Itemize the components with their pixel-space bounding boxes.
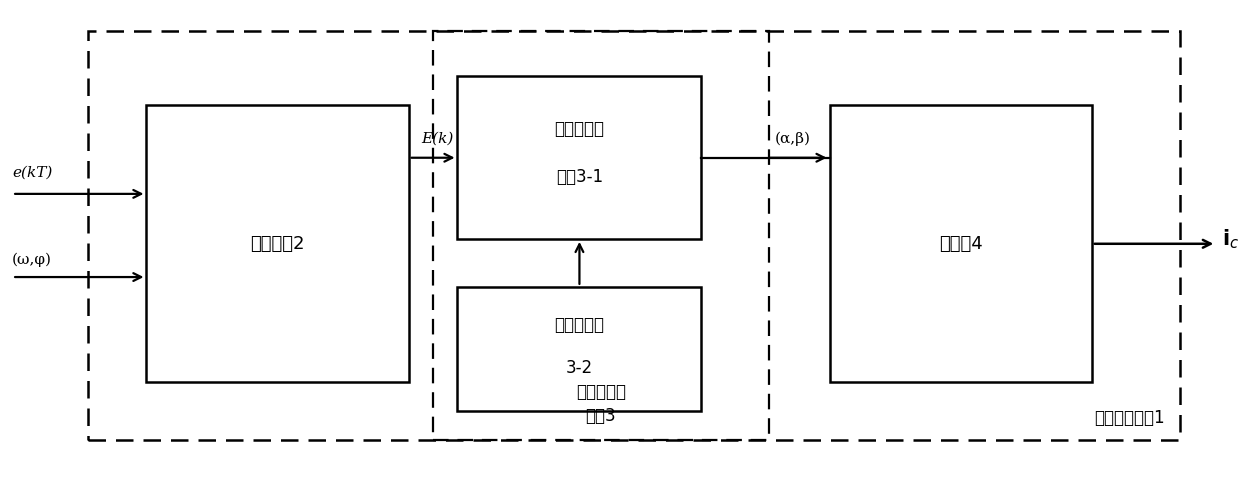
Text: $\mathbf{i}_{c}$: $\mathbf{i}_{c}$ bbox=[1223, 227, 1239, 251]
Text: (ω,φ): (ω,φ) bbox=[12, 253, 52, 268]
Bar bbox=[146, 105, 409, 382]
Bar bbox=[457, 287, 701, 411]
Text: 多边形迭代: 多边形迭代 bbox=[554, 120, 605, 138]
Text: 补偿输4: 补偿输4 bbox=[939, 235, 983, 253]
Bar bbox=[830, 105, 1092, 382]
Bar bbox=[88, 31, 1180, 440]
Text: 3-2: 3-2 bbox=[566, 359, 593, 377]
Text: 变步长算法: 变步长算法 bbox=[554, 316, 605, 334]
Bar bbox=[434, 31, 768, 440]
Text: (α,β): (α,β) bbox=[774, 131, 810, 146]
Text: e(kT): e(kT) bbox=[12, 165, 52, 180]
Text: 搜刧3-1: 搜刧3-1 bbox=[556, 168, 603, 186]
Text: 信号处理2: 信号处理2 bbox=[250, 235, 305, 253]
Text: E(k): E(k) bbox=[421, 132, 453, 146]
Bar bbox=[457, 76, 701, 239]
Text: 不平衡系数: 不平衡系数 bbox=[576, 383, 626, 401]
Text: 辨识3: 辨识3 bbox=[586, 407, 616, 425]
Text: 不平衡补偿算1: 不平衡补偿算1 bbox=[1094, 409, 1165, 427]
